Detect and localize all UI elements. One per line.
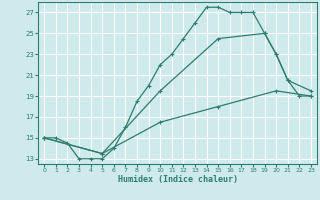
X-axis label: Humidex (Indice chaleur): Humidex (Indice chaleur) [118, 175, 238, 184]
